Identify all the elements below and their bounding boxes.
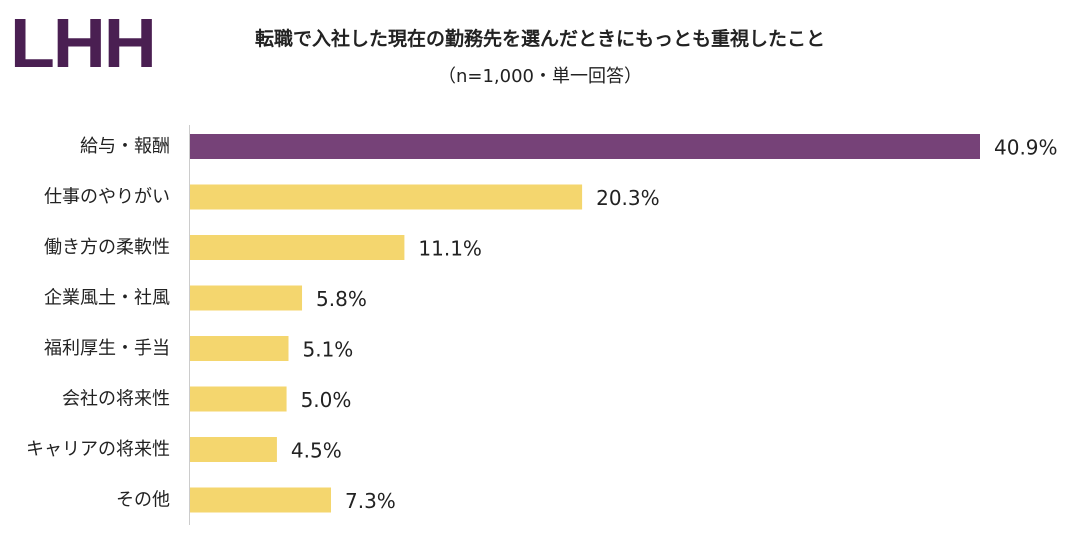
value-label: 5.1% xyxy=(303,338,354,362)
category-label: 給与・報酬 xyxy=(80,136,170,157)
chart-subtitle: （n=1,000・単一回答） xyxy=(437,66,643,87)
value-label: 40.9% xyxy=(994,136,1058,160)
category-label: 仕事のやりがい xyxy=(44,187,170,208)
value-label: 11.1% xyxy=(418,237,482,261)
category-label: 企業風土・社風 xyxy=(44,288,170,309)
value-label: 4.5% xyxy=(291,439,342,463)
bar xyxy=(190,184,583,210)
value-label: 5.0% xyxy=(301,388,352,412)
bar xyxy=(190,134,980,159)
bar xyxy=(190,487,332,513)
value-label: 20.3% xyxy=(596,186,660,210)
category-label: 働き方の柔軟性 xyxy=(44,237,170,258)
bar xyxy=(190,386,287,412)
category-label: その他 xyxy=(116,490,170,511)
bar xyxy=(190,336,289,361)
bar xyxy=(190,437,277,462)
category-label: キャリアの将来性 xyxy=(26,439,170,460)
category-label: 会社の将来性 xyxy=(62,389,170,410)
value-label: 5.8% xyxy=(316,287,367,311)
bar xyxy=(190,235,405,260)
lhh-logo: LHH xyxy=(10,4,157,82)
bar xyxy=(190,285,303,311)
category-label: 福利厚生・手当 xyxy=(44,338,170,359)
value-label: 7.3% xyxy=(345,489,396,513)
chart-title: 転職で入社した現在の勤務先を選んだときにもっとも重視したこと xyxy=(254,28,825,50)
